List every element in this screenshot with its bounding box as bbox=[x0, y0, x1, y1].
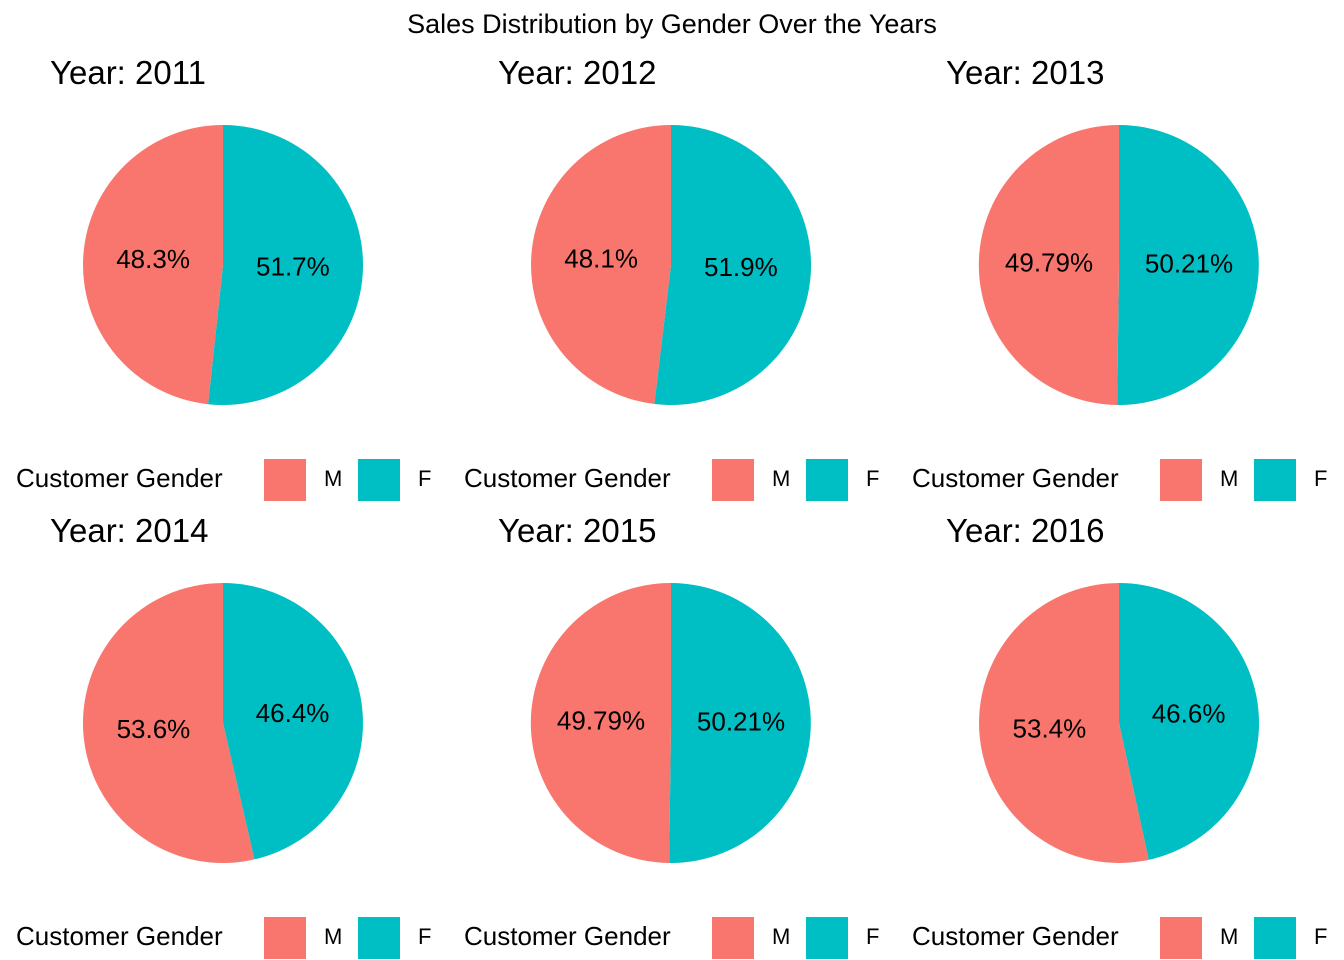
legend-key-m bbox=[1160, 917, 1202, 959]
legend-label-f: F bbox=[418, 466, 431, 491]
legend-title: Customer Gender bbox=[464, 921, 671, 951]
panel-title: Year: 2012 bbox=[498, 54, 656, 91]
legend-title: Customer Gender bbox=[912, 921, 1119, 951]
pie-slice-label: 53.6% bbox=[117, 714, 191, 744]
pie-panel: Year: 2012 51.9% 48.1% Customer Gender M F bbox=[464, 54, 879, 501]
pie-slice-m bbox=[531, 125, 671, 404]
legend-key-f bbox=[358, 459, 400, 501]
legend-key-m bbox=[264, 917, 306, 959]
pie-slice-m bbox=[82, 583, 255, 863]
legend: Customer Gender M F bbox=[912, 917, 1327, 959]
legend-label-f: F bbox=[1314, 466, 1327, 491]
legend-title: Customer Gender bbox=[912, 463, 1119, 493]
legend-label-m: M bbox=[772, 924, 790, 949]
legend: Customer Gender M F bbox=[464, 917, 879, 959]
panel-title: Year: 2011 bbox=[50, 54, 206, 91]
pie-slice-f bbox=[1117, 125, 1259, 405]
pie-panel: Year: 2016 46.6% 53.4% Customer Gender M F bbox=[912, 512, 1327, 959]
legend-key-f bbox=[806, 459, 848, 501]
pie-slice-f bbox=[1119, 583, 1260, 860]
pie-slice-label: 50.21% bbox=[1145, 248, 1233, 278]
legend-key-m bbox=[264, 459, 306, 501]
legend-label-f: F bbox=[866, 924, 879, 949]
pie-slice-m bbox=[530, 582, 671, 863]
legend-key-f bbox=[358, 917, 400, 959]
legend-label-m: M bbox=[324, 466, 342, 491]
legend-label-f: F bbox=[418, 924, 431, 949]
legend: Customer Gender M F bbox=[16, 459, 431, 501]
panel-title: Year: 2015 bbox=[498, 512, 656, 549]
legend-key-f bbox=[1254, 917, 1296, 959]
legend-key-f bbox=[806, 917, 848, 959]
pie-slice-m bbox=[978, 124, 1119, 405]
pie-panel: Year: 2011 51.7% 48.3% Customer Gender M F bbox=[16, 54, 431, 501]
panel-title: Year: 2013 bbox=[946, 54, 1104, 91]
pie-slice-label: 51.9% bbox=[704, 252, 778, 282]
panel-title: Year: 2016 bbox=[946, 512, 1104, 549]
pie-slice-m bbox=[83, 125, 223, 405]
chart-title: Sales Distribution by Gender Over the Ye… bbox=[407, 9, 937, 39]
pie-slice-f bbox=[223, 583, 363, 860]
pie-slice-f bbox=[208, 125, 364, 405]
pie-slice-label: 51.7% bbox=[256, 252, 330, 282]
legend: Customer Gender M F bbox=[16, 917, 431, 959]
pie-panel: Year: 2015 50.21% 49.79% Customer Gender M F bbox=[464, 512, 879, 959]
pie-slice-f bbox=[654, 124, 812, 405]
legend-label-m: M bbox=[772, 466, 790, 491]
legend-key-m bbox=[712, 917, 754, 959]
pie-slice-label: 50.21% bbox=[697, 706, 785, 736]
legend-label-f: F bbox=[1314, 924, 1327, 949]
pie-slice-label: 49.79% bbox=[1005, 247, 1093, 277]
legend-title: Customer Gender bbox=[16, 463, 223, 493]
pie-slice-f bbox=[669, 583, 811, 863]
pie-slice-label: 53.4% bbox=[1013, 713, 1087, 743]
legend-label-m: M bbox=[1220, 924, 1238, 949]
legend-key-m bbox=[712, 459, 754, 501]
legend-title: Customer Gender bbox=[464, 463, 671, 493]
legend-label-m: M bbox=[324, 924, 342, 949]
pie-panel: Year: 2014 46.4% 53.6% Customer Gender M F bbox=[16, 512, 431, 959]
pie-slice-m bbox=[979, 583, 1149, 863]
pie-slice-label: 46.6% bbox=[1152, 698, 1226, 728]
legend-label-f: F bbox=[866, 466, 879, 491]
pie-slice-label: 49.79% bbox=[557, 705, 645, 735]
legend-title: Customer Gender bbox=[16, 921, 223, 951]
legend-key-m bbox=[1160, 459, 1202, 501]
legend-label-m: M bbox=[1220, 466, 1238, 491]
panel-title: Year: 2014 bbox=[50, 512, 208, 549]
legend: Customer Gender M F bbox=[912, 459, 1327, 501]
legend-key-f bbox=[1254, 459, 1296, 501]
pie-panel: Year: 2013 50.21% 49.79% Customer Gender M F bbox=[912, 54, 1327, 501]
pie-slice-label: 48.1% bbox=[564, 244, 638, 274]
legend: Customer Gender M F bbox=[464, 459, 879, 501]
pie-slice-label: 46.4% bbox=[256, 698, 330, 728]
pie-slice-label: 48.3% bbox=[116, 244, 190, 274]
